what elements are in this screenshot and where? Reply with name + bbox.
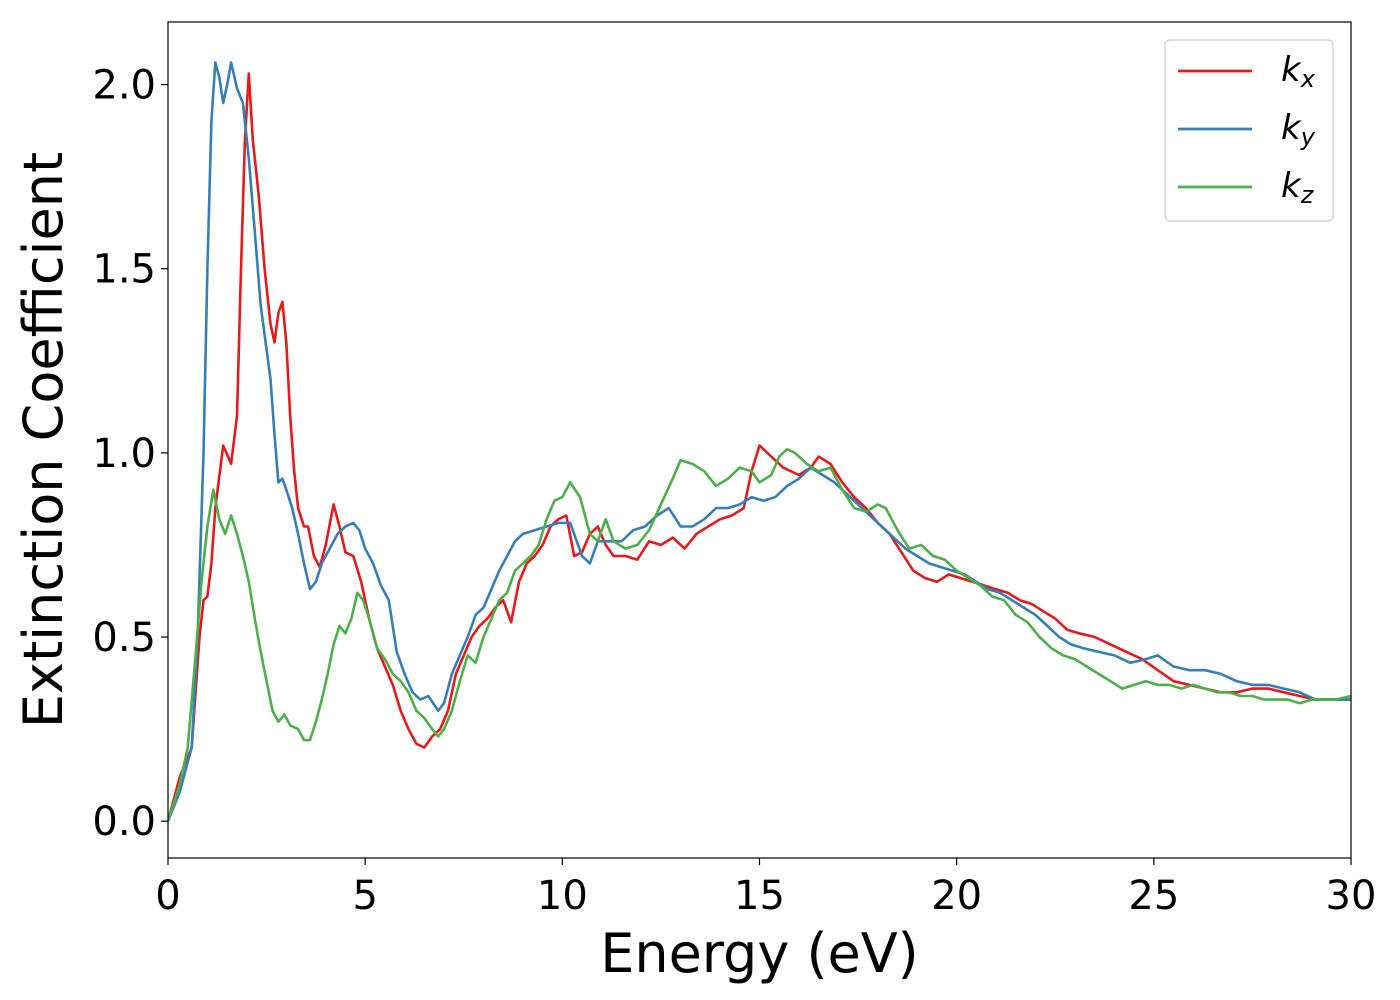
y-axis-ticks: 0.0 0.5 1.0 1.5 2.0 — [92, 63, 168, 845]
x-tick-label: 0 — [155, 873, 180, 919]
y-tick-label: 0.5 — [92, 615, 156, 661]
series-line-x — [168, 72, 1351, 822]
plot-lines — [168, 61, 1351, 822]
x-axis-ticks: 0 5 10 15 20 25 30 — [155, 858, 1376, 919]
y-tick-label: 0.0 — [92, 799, 156, 845]
x-tick-label: 10 — [537, 873, 588, 919]
x-tick-label: 25 — [1128, 873, 1179, 919]
legend-label-x: kx — [1281, 50, 1316, 93]
legend-label-z: kz — [1281, 166, 1315, 209]
series-line-z — [168, 447, 1351, 822]
y-tick-label: 1.5 — [92, 247, 156, 293]
y-tick-label: 2.0 — [92, 63, 156, 109]
x-tick-label: 20 — [931, 873, 982, 919]
x-axis-title: Energy (eV) — [600, 922, 919, 985]
x-tick-label: 30 — [1326, 873, 1377, 919]
legend-box — [1164, 39, 1334, 222]
legend-label-y: ky — [1281, 108, 1316, 151]
x-tick-label: 15 — [734, 873, 785, 919]
series-line-y — [168, 61, 1351, 822]
legend: kx ky kz — [1164, 39, 1334, 222]
y-tick-label: 1.0 — [92, 431, 156, 477]
x-tick-label: 5 — [352, 873, 377, 919]
y-axis-title: Extinction Coefficient — [12, 152, 75, 728]
